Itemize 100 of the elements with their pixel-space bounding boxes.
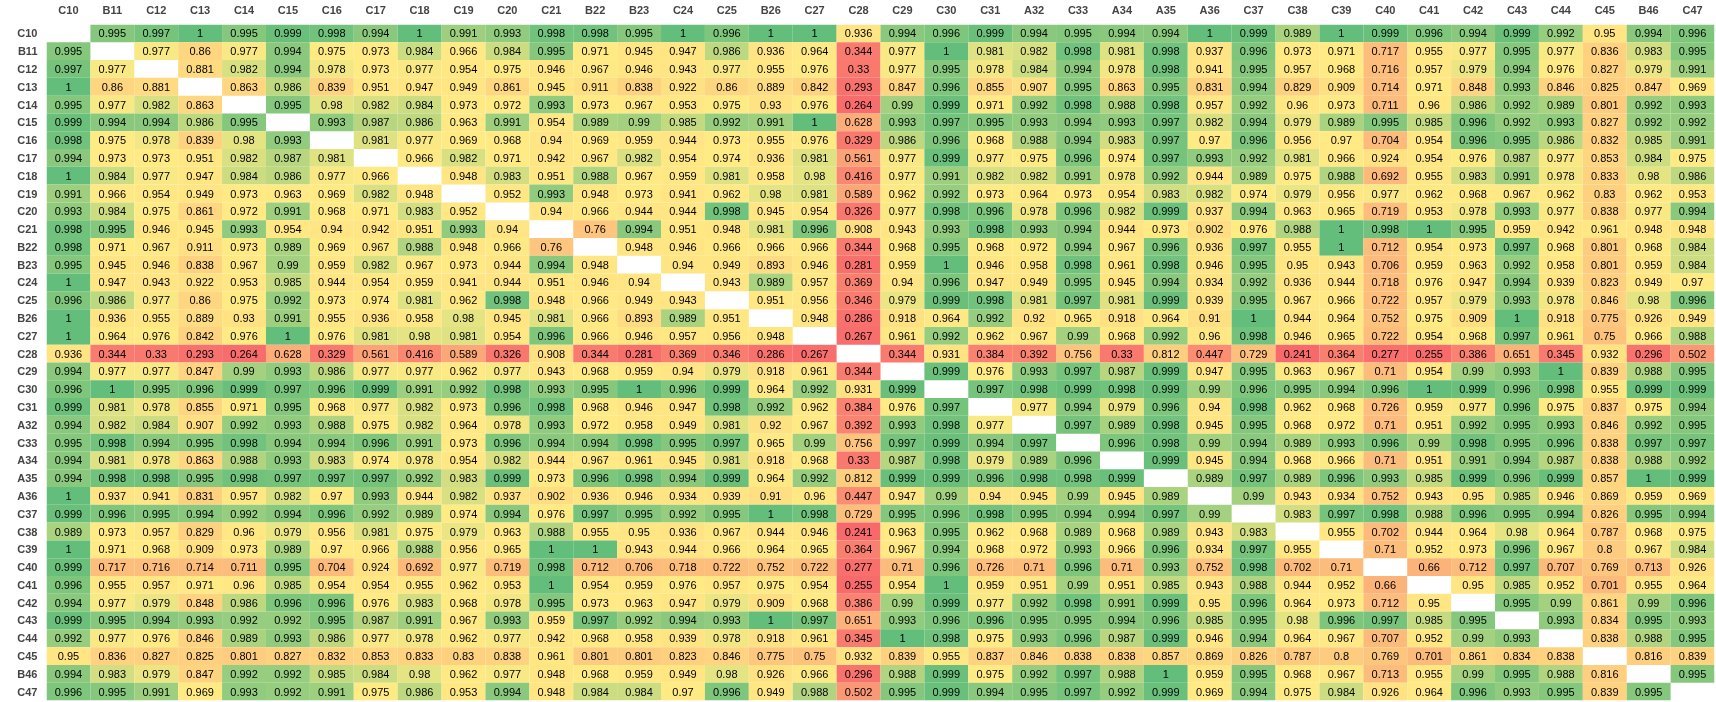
data-label: 0.996	[1327, 472, 1356, 485]
data-label: 0.991	[405, 614, 434, 627]
data-label: 0.837	[1591, 400, 1619, 413]
data-label: 0.946	[625, 400, 653, 413]
data-label: 0.96	[233, 578, 255, 591]
data-label: 0.996	[976, 472, 1004, 485]
data-label: 0.955	[757, 134, 785, 147]
y-tick-label: B22	[17, 240, 38, 253]
data-label: 0.344	[844, 240, 873, 253]
data-label: 0.986	[1678, 169, 1707, 182]
data-label: 0.994	[54, 151, 83, 164]
data-label: 0.977	[361, 365, 390, 378]
data-label: 0.956	[713, 329, 741, 342]
data-label: 0.952	[1547, 578, 1575, 591]
data-label: 0.992	[1634, 98, 1663, 111]
data-label: 0.984	[1678, 258, 1707, 271]
data-label: 0.996	[800, 223, 829, 236]
data-label: 0.966	[361, 543, 390, 556]
data-label: 0.966	[493, 240, 522, 253]
data-label: 0.842	[800, 80, 829, 93]
data-label: 0.992	[274, 614, 302, 627]
data-label: 0.91	[760, 489, 782, 502]
data-label: 0.993	[1020, 632, 1048, 645]
data-label: 0.971	[98, 240, 127, 253]
data-label: 1	[943, 258, 950, 271]
data-label: 0.71	[891, 561, 914, 574]
data-label: 0.947	[976, 276, 1004, 289]
y-tick-label: C25	[17, 294, 38, 307]
data-label: 0.995	[1678, 667, 1707, 680]
data-label: 0.977	[888, 205, 917, 218]
x-tick-label: C37	[1243, 3, 1264, 16]
data-label: 0.992	[230, 418, 258, 431]
data-label: 0.994	[1634, 27, 1663, 40]
data-label: 0.447	[1195, 347, 1224, 360]
data-label: 0.992	[54, 632, 83, 645]
data-label: 0.999	[1503, 27, 1531, 40]
data-label: 0.775	[1591, 312, 1619, 325]
data-label: 0.447	[844, 489, 873, 502]
data-label: 0.989	[1283, 27, 1312, 40]
data-label: 0.984	[361, 667, 390, 680]
data-label: 0.988	[1634, 632, 1663, 645]
data-label: 0.979	[713, 596, 741, 609]
data-label: 0.902	[1195, 223, 1224, 236]
data-label: 0.962	[449, 294, 478, 307]
data-label: 0.94	[672, 258, 694, 271]
data-label: 0.386	[1459, 347, 1487, 360]
data-label: 0.995	[1064, 614, 1092, 627]
data-label: 0.902	[537, 489, 566, 502]
data-label: 0.944	[1283, 312, 1312, 325]
data-label: 0.955	[757, 62, 785, 75]
data-label: 0.996	[1239, 134, 1268, 147]
x-tick-label: C44	[1550, 3, 1572, 16]
data-label: 0.704	[318, 561, 346, 574]
data-label: 0.962	[1547, 187, 1575, 200]
data-label: 0.995	[537, 596, 566, 609]
data-label: 0.707	[1547, 561, 1575, 574]
data-label: 0.993	[274, 632, 302, 645]
data-label: 0.975	[98, 134, 127, 147]
data-label: 0.963	[888, 525, 917, 538]
data-label: 0.944	[493, 258, 522, 271]
data-label: 0.999	[1152, 454, 1180, 467]
data-label: 0.951	[1415, 454, 1443, 467]
data-label: 0.975	[757, 578, 785, 591]
data-label: 0.954	[142, 187, 170, 200]
data-label: 0.993	[1503, 685, 1531, 698]
data-label: 0.999	[713, 383, 741, 396]
data-label: 0.988	[1239, 578, 1268, 591]
data-label: 0.995	[1239, 294, 1268, 307]
data-label: 0.949	[1020, 276, 1048, 289]
data-label: 0.966	[581, 294, 609, 307]
data-label: 0.369	[844, 276, 873, 289]
data-label: 0.994	[537, 436, 566, 449]
data-label: 0.985	[1152, 578, 1180, 591]
data-label: 0.998	[1459, 436, 1487, 449]
data-label: 0.996	[1327, 614, 1356, 627]
data-label: 0.997	[1064, 685, 1092, 698]
data-label: 0.954	[1415, 240, 1443, 253]
data-label: 0.999	[54, 507, 83, 520]
data-label: 0.968	[581, 400, 609, 413]
data-label: 0.944	[669, 205, 697, 218]
data-label: 0.801	[625, 650, 653, 663]
data-label: 0.719	[493, 561, 522, 574]
data-label: 0.986	[713, 45, 741, 58]
data-label: 0.988	[1108, 98, 1136, 111]
data-label: 0.847	[186, 365, 214, 378]
data-label: 0.986	[1547, 134, 1575, 147]
data-label: 0.344	[888, 347, 917, 360]
data-label: 0.999	[932, 596, 961, 609]
data-label: 0.946	[537, 62, 566, 75]
data-label: 0.826	[1591, 507, 1619, 520]
data-label: 0.997	[361, 472, 390, 485]
data-label: 0.988	[1327, 169, 1356, 182]
data-label: 0.967	[581, 454, 609, 467]
data-label: 0.999	[1152, 596, 1180, 609]
data-label: 0.997	[1020, 436, 1048, 449]
data-label: 0.994	[1239, 685, 1268, 698]
data-label: 0.946	[1283, 329, 1312, 342]
data-label: 0.992	[1503, 258, 1531, 271]
data-label: 0.973	[581, 98, 609, 111]
data-label: 0.996	[932, 507, 961, 520]
